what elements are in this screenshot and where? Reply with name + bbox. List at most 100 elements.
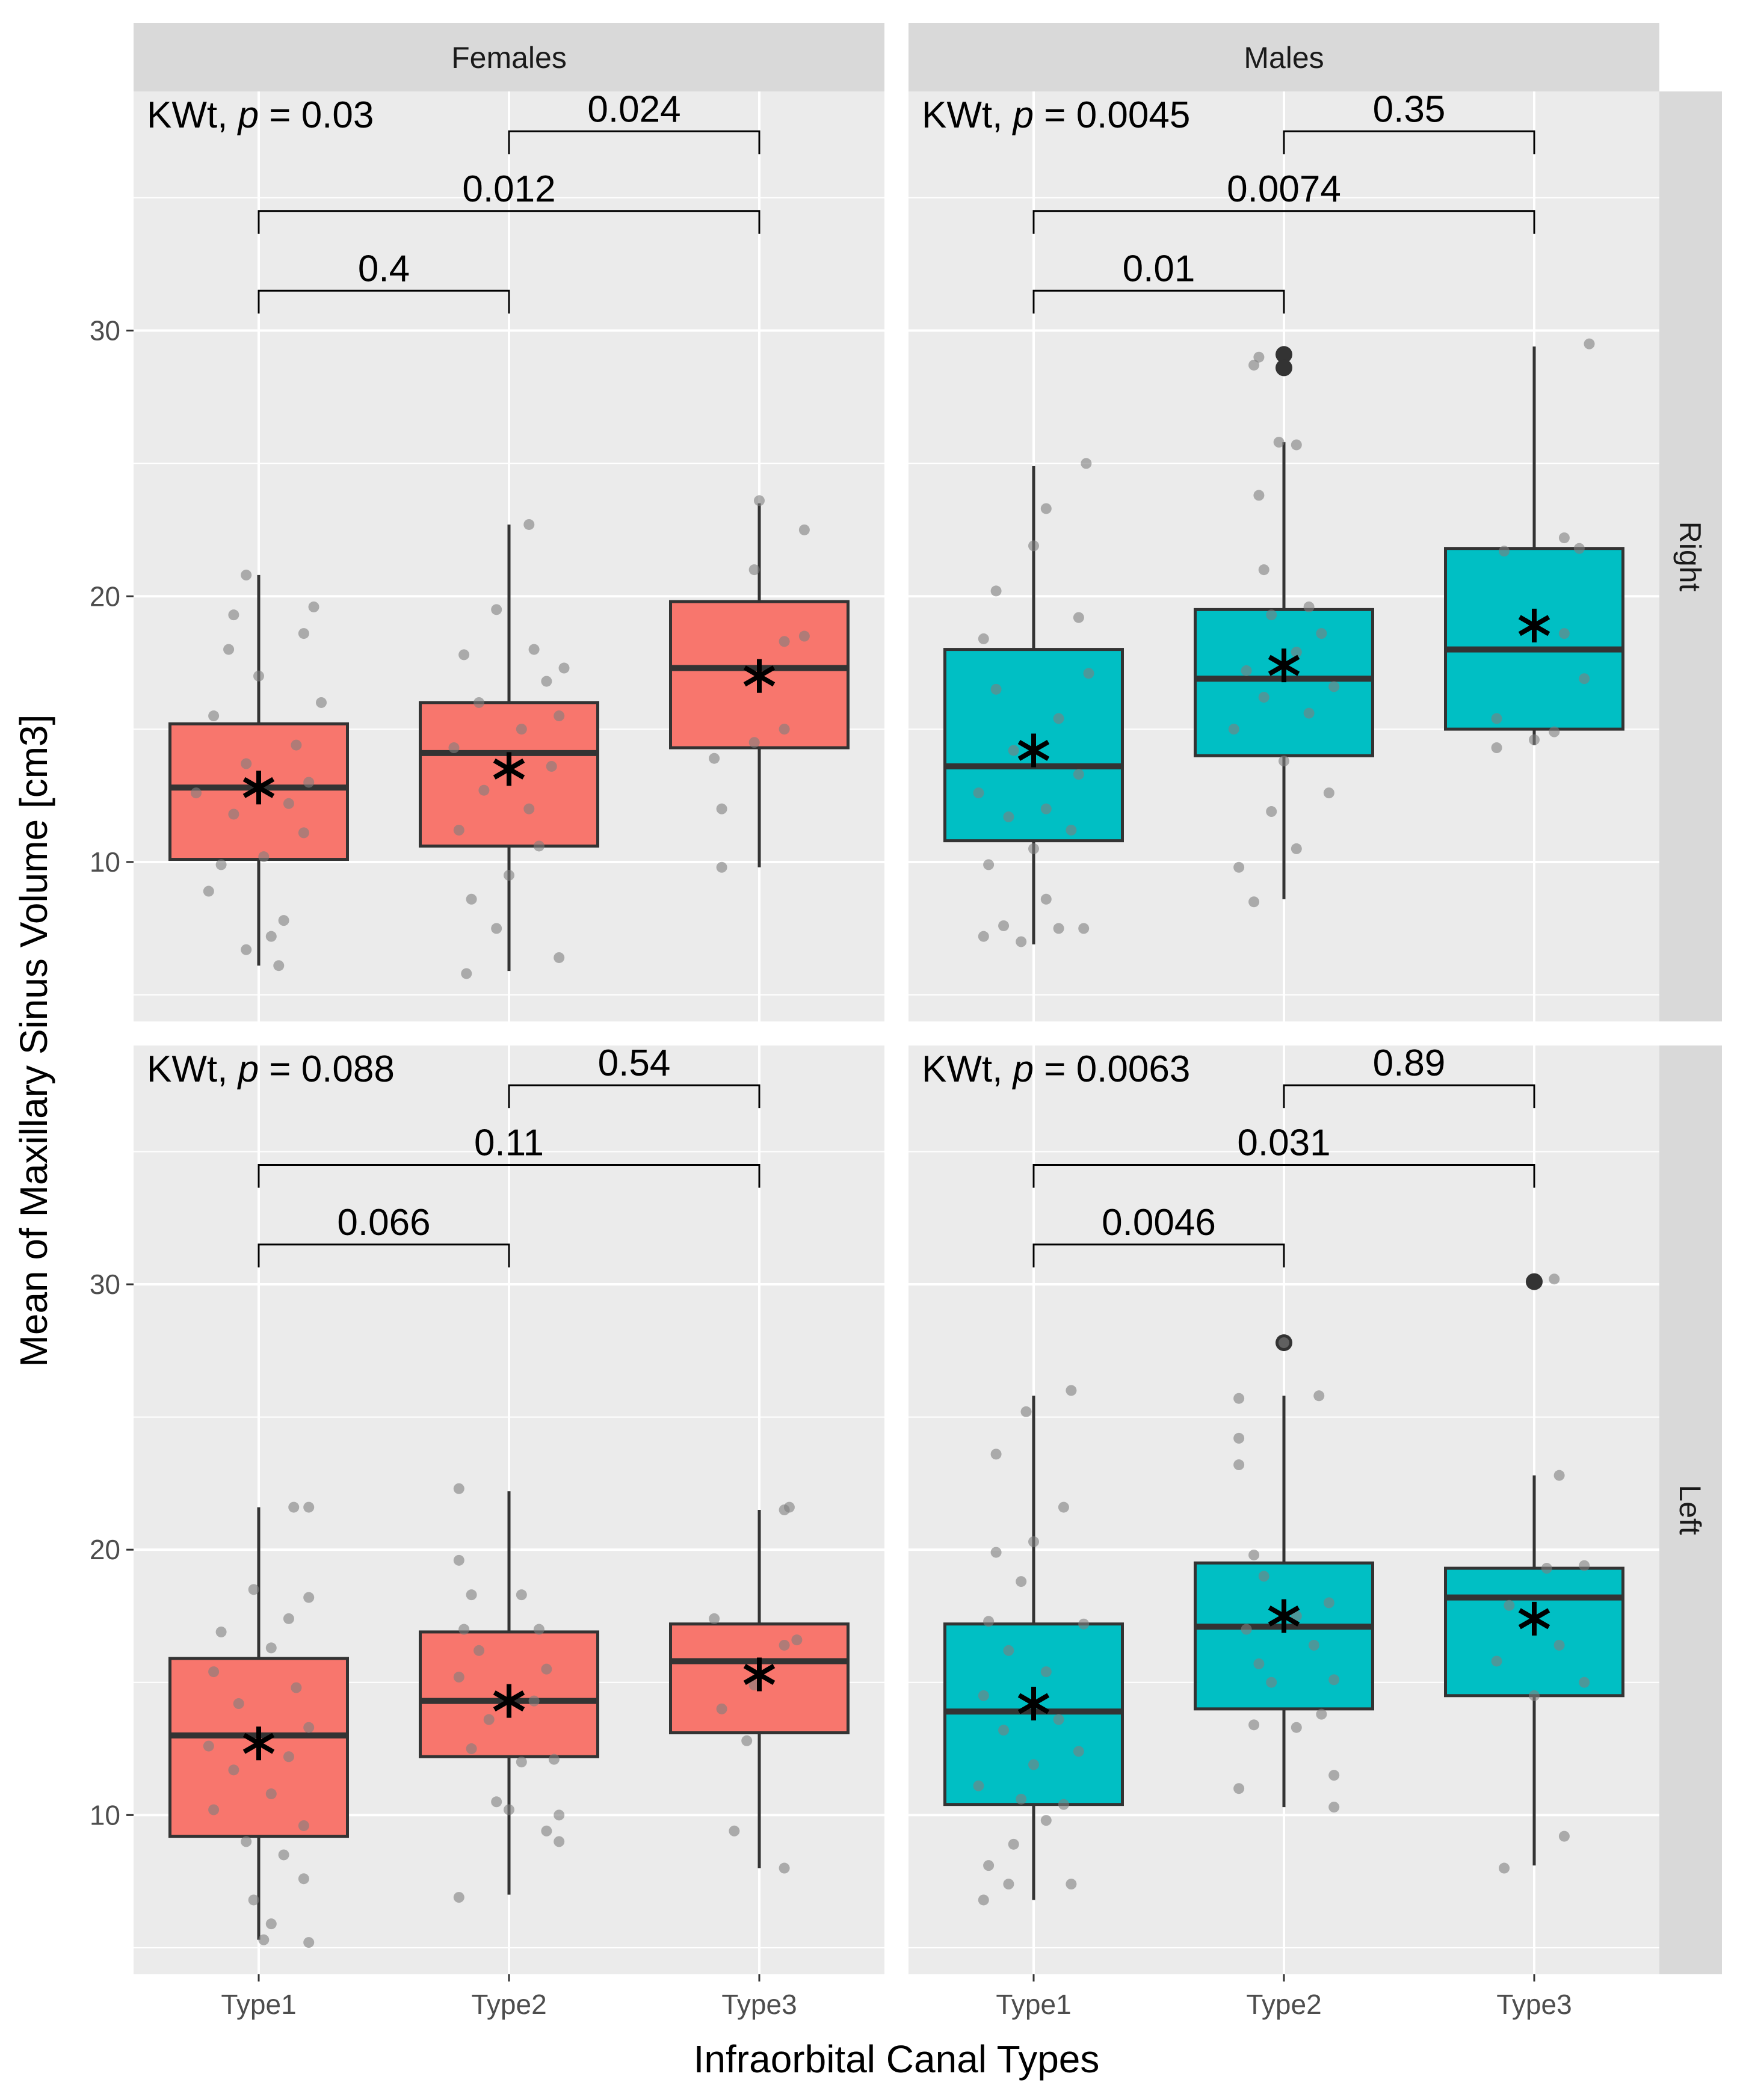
facet-strip-females <box>134 23 884 91</box>
jitter-point <box>1233 861 1245 873</box>
jitter-point <box>1028 540 1039 552</box>
jitter-point <box>1291 439 1302 451</box>
jitter-point <box>754 495 765 507</box>
jitter-point <box>798 630 810 642</box>
kruskal-wallis-label: KWt, p = 0.088 <box>147 1048 395 1090</box>
jitter-point <box>298 1873 309 1885</box>
jitter-point <box>298 1820 309 1831</box>
jitter-point <box>466 1743 477 1755</box>
jitter-point <box>1058 1799 1069 1810</box>
kruskal-wallis-label: KWt, p = 0.03 <box>147 94 374 136</box>
panel-males-right: 0.01 0.0074 0.35 KWt, p = 0.0045 <box>908 88 1659 1021</box>
jitter-point <box>191 787 202 799</box>
bracket-pvalue-label: 0.012 <box>462 168 555 210</box>
jitter-point <box>491 1796 502 1808</box>
mean-marker-stroke <box>493 1690 525 1712</box>
comparison-bracket: 0.54 <box>508 1042 760 1109</box>
comparison-bracket: 0.012 <box>258 168 760 234</box>
jitter-point <box>1499 1862 1510 1874</box>
jitter-point <box>1066 1879 1077 1890</box>
mean-marker <box>1518 608 1550 642</box>
jitter-point <box>241 944 252 955</box>
jitter-point <box>1504 1600 1515 1611</box>
jitter-point <box>1040 803 1052 814</box>
jitter-point <box>716 861 727 873</box>
jitter-point <box>208 710 220 722</box>
jitter-point <box>1253 351 1265 363</box>
jitter-point <box>458 1624 470 1635</box>
jitter-point <box>1328 681 1340 692</box>
facet-strip-label: Females <box>451 41 567 75</box>
jitter-point <box>453 824 464 836</box>
mean-marker <box>242 1726 275 1761</box>
jitter-point <box>783 1501 795 1513</box>
jitter-point <box>303 1722 315 1733</box>
jitter-point <box>1266 1677 1277 1688</box>
jitter-point <box>990 585 1002 597</box>
jitter-point <box>1558 532 1570 544</box>
jitter-point <box>533 840 544 852</box>
jitter-point <box>998 920 1010 931</box>
jitter-point <box>1491 713 1502 724</box>
jitter-point <box>291 1682 302 1693</box>
jitter-point <box>1529 734 1540 745</box>
comparison-bracket: 0.11 <box>258 1122 760 1188</box>
jitter-point <box>265 1918 277 1930</box>
jitter-point <box>278 915 289 926</box>
jitter-point <box>1279 1337 1289 1349</box>
jitter-point <box>554 952 565 963</box>
jitter-point <box>516 724 527 735</box>
jitter-point <box>1291 1610 1302 1622</box>
jitter-point <box>1028 1536 1039 1547</box>
jitter-point <box>1266 609 1277 621</box>
jitter-point <box>1549 1273 1560 1285</box>
jitter-point <box>1584 338 1595 349</box>
mean-marker-stroke <box>493 758 525 780</box>
bracket-pvalue-label: 0.4 <box>358 248 410 289</box>
jitter-point <box>1040 1815 1052 1826</box>
mean-marker-stroke <box>1017 739 1050 761</box>
jitter-point <box>1579 1560 1590 1571</box>
jitter-point <box>1040 893 1052 905</box>
x-tick-label: Type3 <box>721 1989 797 2020</box>
jitter-point <box>283 1751 294 1763</box>
jitter-point <box>265 931 277 942</box>
jitter-point <box>1253 490 1265 501</box>
jitter-point <box>729 1825 740 1837</box>
jitter-point <box>1491 1655 1502 1667</box>
jitter-point <box>303 1592 315 1603</box>
y-tick-label: 20 <box>90 580 120 612</box>
jitter-point <box>283 798 294 809</box>
jitter-point <box>308 601 319 612</box>
jitter-point <box>1258 564 1269 576</box>
jitter-point <box>741 1735 753 1746</box>
mean-marker-stroke <box>1518 1608 1550 1630</box>
jitter-point <box>1228 724 1239 735</box>
comparison-bracket: 0.066 <box>258 1202 510 1267</box>
jitter-point <box>716 1703 727 1714</box>
jitter-point <box>1058 1501 1069 1513</box>
comparison-bracket: 0.89 <box>1283 1042 1535 1109</box>
mean-marker <box>1518 1601 1550 1636</box>
jitter-point <box>303 777 315 788</box>
jitter-point <box>448 742 460 754</box>
jitter-point <box>978 1690 989 1701</box>
jitter-point <box>990 683 1002 695</box>
jitter-point <box>748 737 760 748</box>
jitter-point <box>978 1894 989 1906</box>
jitter-point <box>1258 1571 1269 1582</box>
jitter-point <box>1558 628 1570 639</box>
jitter-point <box>558 662 570 674</box>
mean-marker-stroke <box>1518 615 1550 636</box>
jitter-point <box>779 1639 790 1651</box>
jitter-point <box>541 1663 552 1675</box>
jitter-point <box>1081 458 1092 469</box>
jitter-point <box>208 1666 220 1678</box>
jitter-point <box>554 1809 565 1821</box>
jitter-point <box>1078 1618 1090 1630</box>
jitter-point <box>973 787 984 799</box>
jitter-point <box>474 1645 485 1656</box>
jitter-point <box>298 827 309 839</box>
jitter-point <box>1313 1390 1325 1402</box>
bracket-line <box>258 289 510 314</box>
